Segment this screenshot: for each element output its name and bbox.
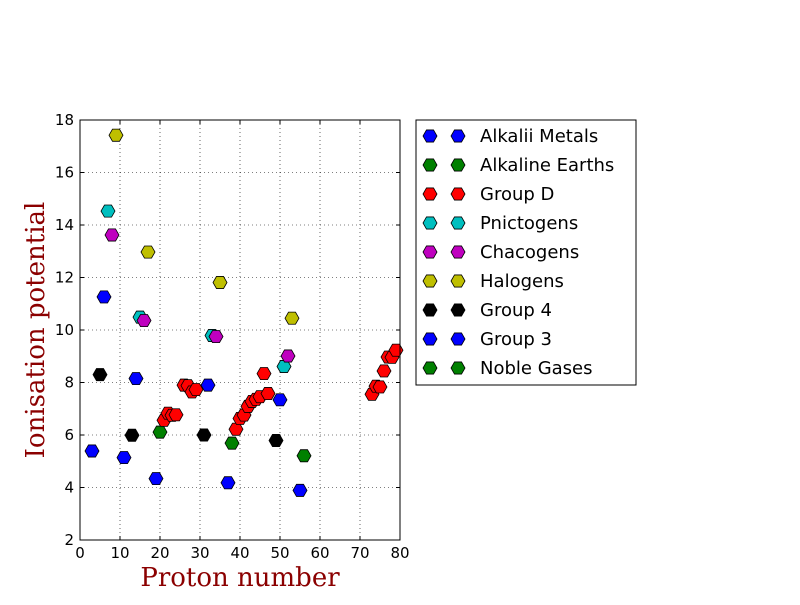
legend-label: Chacogens (480, 242, 579, 263)
legend-marker (422, 274, 438, 288)
data-point-series-2 (228, 422, 244, 436)
legend-marker (422, 332, 438, 346)
legend-marker (422, 303, 438, 317)
legend-marker (450, 129, 466, 143)
legend-marker (450, 274, 466, 288)
legend-marker (422, 361, 438, 375)
data-point-series-2 (168, 408, 184, 422)
legend-marker (422, 129, 438, 143)
legend-label: Alkalii Metals (480, 126, 598, 147)
data-point-series-5 (212, 276, 228, 289)
x-axis-label: Proton number (140, 563, 340, 593)
data-point-series-2 (376, 364, 392, 378)
legend-marker (450, 158, 466, 172)
data-point-series-0 (292, 483, 308, 497)
y-tick-label: 2 (64, 531, 74, 549)
data-point-series-4 (208, 330, 224, 344)
data-point-series-4 (104, 228, 120, 242)
x-tick-label: 20 (150, 544, 169, 562)
legend-marker (422, 187, 438, 201)
y-tick-label: 16 (55, 164, 74, 182)
y-axis-label: Ionisation potential (21, 202, 51, 459)
data-point-series-6 (92, 368, 108, 382)
data-point-series-3 (100, 204, 116, 218)
x-tick-label: 10 (110, 544, 129, 562)
legend-marker (450, 187, 466, 201)
data-point-series-0 (220, 476, 236, 490)
data-point-series-2 (188, 383, 204, 397)
data-point-series-0 (84, 444, 100, 458)
legend-label: Group D (480, 184, 554, 205)
legend-marker (450, 245, 466, 259)
x-tick-label: 60 (310, 544, 329, 562)
data-point-series-5 (284, 311, 300, 325)
x-tick-label: 30 (190, 544, 209, 562)
legend: Alkalii Metals Alkaline Earths Group D Pnic… (415, 119, 637, 386)
data-point-series-7 (272, 393, 288, 407)
x-tick-label: 50 (270, 544, 289, 562)
axis-ticks: 0 10 20 30 40 50 60 70 80 2 4 6 8 10 12 14 16 18 (55, 111, 410, 562)
y-tick-label: 14 (55, 216, 74, 234)
y-tick-label: 10 (55, 321, 74, 339)
x-tick-label: 40 (230, 544, 249, 562)
x-tick-label: 80 (390, 544, 409, 562)
y-tick-label: 18 (55, 111, 74, 129)
data-point-series-5 (140, 245, 156, 259)
data-point-series-2 (372, 380, 388, 394)
data-point-series-6 (196, 428, 212, 442)
legend-marker (450, 361, 466, 375)
data-point-series-4 (136, 314, 152, 328)
data-point-series-5 (108, 128, 124, 142)
legend-marker (422, 216, 438, 230)
data-point-series-7 (200, 378, 216, 392)
legend-marker (422, 245, 438, 259)
legend-label: Halogens (480, 271, 564, 292)
data-point-series-1 (224, 436, 240, 450)
data-point-series-1 (296, 449, 312, 463)
x-tick-label: 70 (350, 544, 369, 562)
legend-label: Noble Gases (480, 358, 593, 379)
data-point-series-7 (96, 290, 112, 304)
data-point-series-0 (116, 451, 132, 465)
data-point-series-1 (152, 425, 168, 439)
data-point-series-6 (268, 434, 284, 447)
legend-label: Group 3 (480, 329, 552, 350)
data-point-series-2 (260, 387, 276, 400)
legend-marker (422, 158, 438, 172)
legend-marker (450, 216, 466, 230)
data-point-series-2 (388, 343, 404, 357)
y-tick-label: 6 (64, 426, 74, 444)
legend-label: Pnictogens (480, 213, 578, 234)
data-point-series-7 (128, 372, 144, 386)
data-point-series-0 (148, 472, 164, 486)
y-tick-label: 8 (64, 374, 74, 392)
x-tick-label: 0 (75, 544, 85, 562)
y-tick-label: 4 (64, 479, 74, 497)
data-point-series-6 (124, 428, 140, 442)
legend-marker (450, 303, 466, 317)
legend-marker (450, 332, 466, 346)
y-tick-label: 12 (55, 269, 74, 287)
data-points (84, 128, 404, 497)
legend-label: Alkaline Earths (480, 155, 614, 176)
data-point-series-2 (256, 367, 272, 381)
legend-label: Group 4 (480, 300, 552, 321)
data-point-series-4 (280, 349, 296, 363)
